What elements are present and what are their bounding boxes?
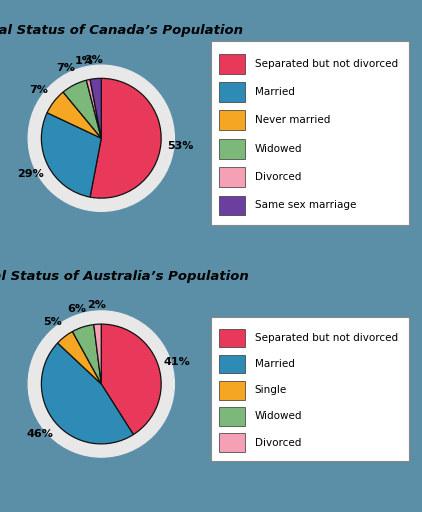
Circle shape [28,65,174,211]
Text: Widowed: Widowed [254,412,302,421]
FancyBboxPatch shape [219,196,245,216]
FancyBboxPatch shape [219,111,245,130]
Text: Separated but not divorced: Separated but not divorced [254,333,398,343]
Title: Marital Status of Australia’s Population: Marital Status of Australia’s Population [0,270,249,283]
FancyBboxPatch shape [219,139,245,159]
Text: Divorced: Divorced [254,438,301,447]
Text: 41%: 41% [164,357,191,367]
Text: Separated but not divorced: Separated but not divorced [254,59,398,69]
Text: Widowed: Widowed [254,144,302,154]
FancyBboxPatch shape [219,82,245,102]
Text: 6%: 6% [68,304,87,314]
Text: 5%: 5% [43,316,62,327]
Text: 1%: 1% [75,56,93,66]
Wedge shape [41,113,101,197]
Text: 2%: 2% [87,300,106,310]
Text: Divorced: Divorced [254,172,301,182]
FancyBboxPatch shape [219,434,245,452]
Wedge shape [101,324,161,435]
Text: 7%: 7% [56,63,75,73]
Text: Never married: Never married [254,115,330,125]
Text: Single: Single [254,386,287,395]
Text: 53%: 53% [167,141,193,151]
Wedge shape [90,78,101,138]
Wedge shape [41,343,133,444]
Text: 46%: 46% [27,430,54,439]
Text: 29%: 29% [17,169,44,179]
FancyBboxPatch shape [219,54,245,74]
Wedge shape [94,324,101,384]
Text: 7%: 7% [30,85,48,95]
Wedge shape [73,325,101,384]
Text: Married: Married [254,359,295,369]
Wedge shape [63,80,101,138]
Circle shape [28,311,174,457]
Wedge shape [87,79,101,138]
FancyBboxPatch shape [219,329,245,348]
FancyBboxPatch shape [219,381,245,399]
Wedge shape [47,92,101,138]
Text: 3%: 3% [84,54,103,65]
Text: Married: Married [254,87,295,97]
FancyBboxPatch shape [219,408,245,425]
Wedge shape [90,78,161,198]
FancyBboxPatch shape [219,167,245,187]
Text: Same sex marriage: Same sex marriage [254,200,356,210]
Title: Marital Status of Canada’s Population: Marital Status of Canada’s Population [0,24,243,37]
Wedge shape [58,331,101,384]
FancyBboxPatch shape [219,355,245,373]
